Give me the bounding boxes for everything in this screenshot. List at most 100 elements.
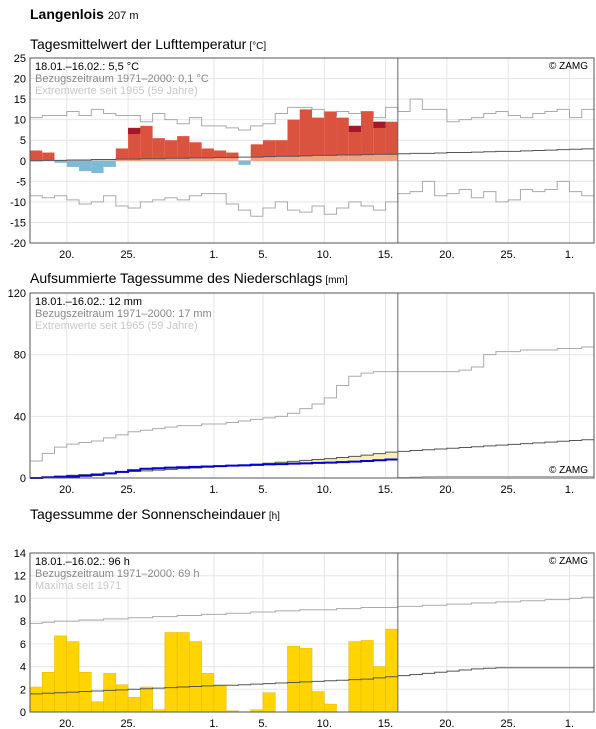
temp-xtick-label: 20. [439, 249, 454, 261]
temp-bar-anomaly [177, 136, 190, 159]
sun-bar [324, 703, 337, 713]
temp-bar-anomaly [348, 125, 362, 156]
precip-unit: [mm] [325, 275, 348, 286]
temp-bar-anomaly [128, 127, 141, 160]
temp-bar-anomaly [226, 152, 239, 158]
temp-ytick-label: 25 [14, 53, 26, 65]
temp-bar-below [91, 160, 104, 174]
temp-climate-line [30, 148, 594, 162]
temp-bar-anomaly [324, 111, 337, 156]
precip-xtick-label: 20. [59, 484, 74, 496]
temp-chart-title: Tagesmittelwert der Lufttemperatur [°C] [30, 36, 266, 52]
precip-info-line: 18.01.–16.02.: 12 mm [35, 296, 142, 308]
temp-ytick-label: -10 [10, 197, 26, 209]
sun-bar [66, 641, 80, 713]
temp-ytick-label: -20 [10, 238, 26, 250]
temp-bar-base [287, 156, 300, 161]
temp-bar-anomaly [213, 150, 227, 158]
temp-xtick-label: 10. [317, 249, 332, 261]
temp-title-text: Tagesmittelwert der Lufttemperatur [30, 36, 247, 52]
temp-bar-anomaly [30, 150, 43, 161]
temp-bar-anomaly [250, 144, 263, 158]
sun-info-line: Bezugszeitraum 1971–2000: 69 h [35, 568, 200, 580]
temp-xtick-label: 25. [501, 249, 516, 261]
precip-info-line: Extremwerte seit 1965 (59 Jahre) [35, 320, 198, 332]
temp-ytick-label: 5 [20, 135, 26, 147]
temp-bar-base [324, 155, 337, 161]
temp-bar-base [373, 154, 386, 161]
temp-bar-base [361, 154, 374, 161]
sun-climate-line [30, 667, 594, 695]
sun-bar [348, 641, 362, 713]
temp-bar-anomaly [336, 117, 349, 156]
temp-bar-base [189, 157, 202, 161]
temp-ytick-label: -5 [16, 176, 26, 188]
temp-min-line [30, 180, 594, 217]
sun-title-text: Tagessumme der Sonnenscheindauer [30, 506, 266, 522]
temp-bar-base [250, 157, 263, 161]
sun-info-line: Maxima seit 1971 [35, 580, 121, 592]
sun-bar [127, 696, 141, 713]
sun-bar [201, 673, 215, 713]
sun-bar [287, 645, 300, 713]
sun-xtick-label: 1. [209, 718, 218, 729]
sun-unit: [h] [268, 511, 280, 522]
sun-xtick-label: 20. [59, 718, 74, 729]
temp-bar-base [385, 154, 398, 161]
temp-bar-base [312, 155, 325, 161]
station-title: Langenlois 207 m [30, 6, 138, 22]
sun-ytick-label: 2 [20, 684, 26, 696]
temp-bar-base [275, 156, 288, 161]
precip-ytick-label: 120 [8, 288, 26, 300]
temp-bar-anomaly [115, 148, 129, 160]
temp-bar-anomaly [42, 152, 55, 161]
station-altitude: 207 m [107, 10, 139, 22]
temp-xtick-label: 20. [59, 249, 74, 261]
sun-xtick-label: 25. [120, 718, 135, 729]
sun-bar [115, 684, 129, 713]
temp-bar-record [373, 121, 386, 128]
precip-title-text: Aufsummierte Tagessumme des Niederschlag… [30, 270, 323, 286]
sun-bar [385, 628, 399, 713]
precip-xtick-label: 10. [317, 484, 332, 496]
temp-ytick-label: 15 [14, 94, 26, 106]
temp-ytick-label: 0 [20, 156, 26, 168]
sun-xtick-label: 25. [501, 718, 516, 729]
sun-bar [140, 686, 153, 713]
precip-xtick-label: 25. [501, 484, 516, 496]
sun-info-line: 18.01.–16.02.: 96 h [35, 556, 130, 568]
sun-bar [262, 692, 276, 713]
temp-bar-base [348, 155, 362, 161]
temp-bar-base [164, 158, 178, 161]
sun-bar [103, 673, 117, 713]
sun-bar [54, 635, 68, 713]
temp-unit: [°C] [249, 41, 267, 52]
sun-ytick-label: 8 [20, 616, 26, 628]
temp-bar-anomaly [287, 119, 300, 157]
temp-bar-anomaly [312, 117, 325, 156]
temp-bar-anomaly [385, 121, 398, 155]
temp-xtick-label: 25. [120, 249, 135, 261]
temp-frame [29, 57, 595, 244]
temp-info-line: Bezugszeitraum 1971–2000: 0,1 °C [35, 73, 209, 85]
temp-bar-below [103, 160, 116, 167]
temp-bar-anomaly [262, 140, 276, 157]
precip-copyright: © ZAMG [549, 465, 588, 476]
temp-bar-base [213, 157, 227, 161]
sun-bar [360, 640, 374, 713]
sun-bar [42, 672, 55, 713]
sun-ytick-label: 10 [14, 593, 26, 605]
temp-bar-below [79, 160, 92, 172]
temp-bar-anomaly [275, 140, 288, 157]
precip-frame [29, 292, 595, 479]
temp-bar-anomaly [140, 125, 153, 159]
sun-xtick-label: 20. [439, 718, 454, 729]
precip-info-line: Bezugszeitraum 1971–2000: 17 mm [35, 308, 212, 320]
sun-xtick-label: 5. [258, 718, 267, 729]
sun-frame [29, 552, 595, 713]
station-name: Langenlois [30, 6, 104, 22]
sun-ytick-label: 4 [20, 662, 26, 674]
